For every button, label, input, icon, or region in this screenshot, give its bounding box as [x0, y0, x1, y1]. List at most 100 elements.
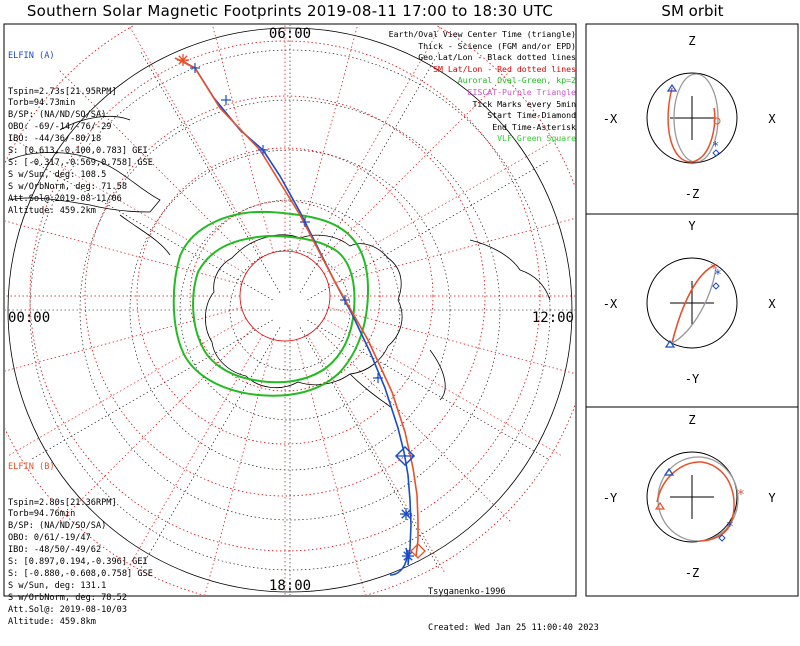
coast-line [429, 349, 446, 401]
tick-mark-a [221, 95, 231, 105]
view-triangle [664, 339, 676, 348]
footprint-chart: 06:00 00:00 12:00 18:00 Z-Z-X X*Y-Y-X X**Z… [3, 23, 799, 597]
sm-lon-line [307, 334, 446, 574]
legend-item: Start Time-Diamond [487, 110, 576, 121]
mlt-label-top: 06:00 [269, 26, 311, 42]
elfin-a-info: ELFIN (A) Tspin=2.73s[21.95RPM] Torb=94.7… [8, 27, 153, 229]
sm-lat-circle [189, 200, 381, 392]
elfin-a-params: Tspin=2.73s[21.95RPM] Torb=94.73min B/SP: … [8, 87, 153, 218]
sm-lon-line [7, 135, 247, 274]
axis-label-bottom: -Z [685, 566, 699, 580]
axis-label-left: -Y [603, 491, 618, 505]
coast-line [519, 269, 551, 301]
elfin-b-info-line: Torb=94.76min [8, 509, 76, 520]
footprint-trace-a-tail [389, 547, 408, 576]
legend-item: Tick Marks every 5min [472, 98, 576, 109]
coastlines [9, 115, 551, 409]
mlt-label-right: 12:00 [532, 310, 574, 326]
legend-item: SM Lat/Lon - Red dotted lines [433, 63, 576, 74]
sm-lon-line [5, 307, 242, 372]
orbit-panel-1: Z -Z -X X * [603, 34, 777, 201]
orbit-a [671, 264, 716, 344]
end-asterisk-b [177, 54, 189, 66]
footprint-traces [174, 54, 426, 576]
geo-lon-line [30, 319, 273, 461]
sm-lon-line [204, 339, 274, 595]
elfin-a-info-line: S: [0.613,-0.100,0.783] GEI [8, 146, 148, 157]
view-triangle [666, 83, 678, 92]
end-asterisk: * [726, 520, 734, 535]
geo-lon-line [307, 319, 550, 461]
elfin-b-info-line: OBO: 0/61/-19/47 [8, 533, 91, 544]
end-asterisk-a [400, 508, 412, 520]
elfin-a-info-line: S w/Sun, deg: 108.5 [8, 169, 107, 180]
axis-label-bottom: -Y [685, 372, 700, 386]
elfin-b-info-line: S w/OrbNorm, deg: 78.52 [8, 592, 127, 603]
geo-lon-line [299, 50, 441, 293]
tick-mark-a [373, 373, 383, 383]
geo-lon-line [307, 159, 550, 301]
end-asterisk: * [714, 268, 722, 283]
view-triangle [654, 501, 666, 510]
orbit-panel-title: SM orbit [661, 2, 724, 20]
elfin-b-info-line: Altitude: 459.8km [8, 616, 96, 627]
coast-line [469, 239, 521, 271]
footprint-trace-a [179, 59, 412, 566]
sm-lon-line [296, 25, 358, 253]
legend-item: EISCAT-Purple Triangle [467, 86, 576, 97]
orbit-marker [713, 117, 721, 125]
start-diamond [712, 282, 720, 290]
orbit-panel-3-frame [585, 406, 799, 597]
elfin-b-title: ELFIN (B) [8, 461, 55, 472]
sm-lon-line [328, 307, 575, 375]
elfin-a-info-line: Torb=94.73min [8, 98, 76, 109]
view-triangle [663, 467, 675, 476]
axis-label-left: -X [603, 112, 618, 126]
sm-lat-circle [136, 147, 434, 445]
auroral-oval-outer [172, 210, 370, 397]
axis-label-top: Z [688, 413, 695, 427]
legend-item: End Time-Asterisk [492, 121, 576, 132]
legend-item: VLF-Green Square [497, 133, 576, 144]
antarctica-coast [205, 234, 403, 389]
tick-mark-a [340, 295, 350, 305]
axis-label-bottom: -Z [685, 187, 699, 201]
coast-line [59, 115, 131, 131]
start-diamond-b [410, 543, 426, 559]
geo-lat-circle [229, 249, 351, 371]
legend-item: Thick - Science (FGM and/or EPD) [418, 40, 576, 51]
elfin-b-info-line: Tspin=2.80s[21.36RPM] [8, 497, 117, 508]
sm-lon-line [323, 135, 563, 274]
geo-lon-line [299, 327, 441, 570]
legend-item: Earth/Oval View Center Time (triangle) [388, 29, 576, 39]
geo-lon-line [30, 159, 273, 301]
sm-lon-line [5, 220, 242, 285]
sm-lon-line [296, 339, 366, 595]
legend-item: Geo Lat/Lon - Black dotted lines [418, 52, 576, 63]
orbit-b [671, 266, 717, 344]
tick-mark-a [258, 145, 268, 155]
map-boundary [7, 27, 573, 593]
sm-lon-line [328, 217, 575, 285]
geo-lat-circle [179, 199, 401, 421]
geo-grid [5, 25, 575, 595]
model-label: Tsyganenko-1996 [428, 586, 506, 597]
elfin-b-info-line: S w/Sun, deg: 131.1 [8, 580, 107, 591]
tick-mark-a [190, 63, 200, 73]
sm-lon-line [58, 69, 254, 265]
elfin-a-info-line: OBO: -69/-14/-76/-29 [8, 122, 112, 133]
auroral-oval-inner [192, 234, 356, 384]
elfin-a-title: ELFIN (A) [8, 50, 55, 61]
sm-lon-line [124, 334, 263, 574]
mlt-label-bottom: 18:00 [269, 578, 311, 594]
sm-lon-line [323, 318, 563, 457]
antarctic-peninsula [349, 373, 393, 409]
geo-lat-circle [79, 99, 501, 521]
earth-circle [646, 72, 738, 164]
elfin-a-info-line: Att.Sol@:2019-08-11/06 [8, 193, 122, 204]
sm-lon-line [316, 69, 512, 265]
mlt-label-left: 00:00 [8, 310, 50, 326]
axis-label-left: -X [603, 297, 618, 311]
sm-lat-circle [29, 40, 541, 552]
elfin-b-params: Tspin=2.80s[21.36RPM] Torb=94.76min B/SP: … [8, 498, 153, 629]
